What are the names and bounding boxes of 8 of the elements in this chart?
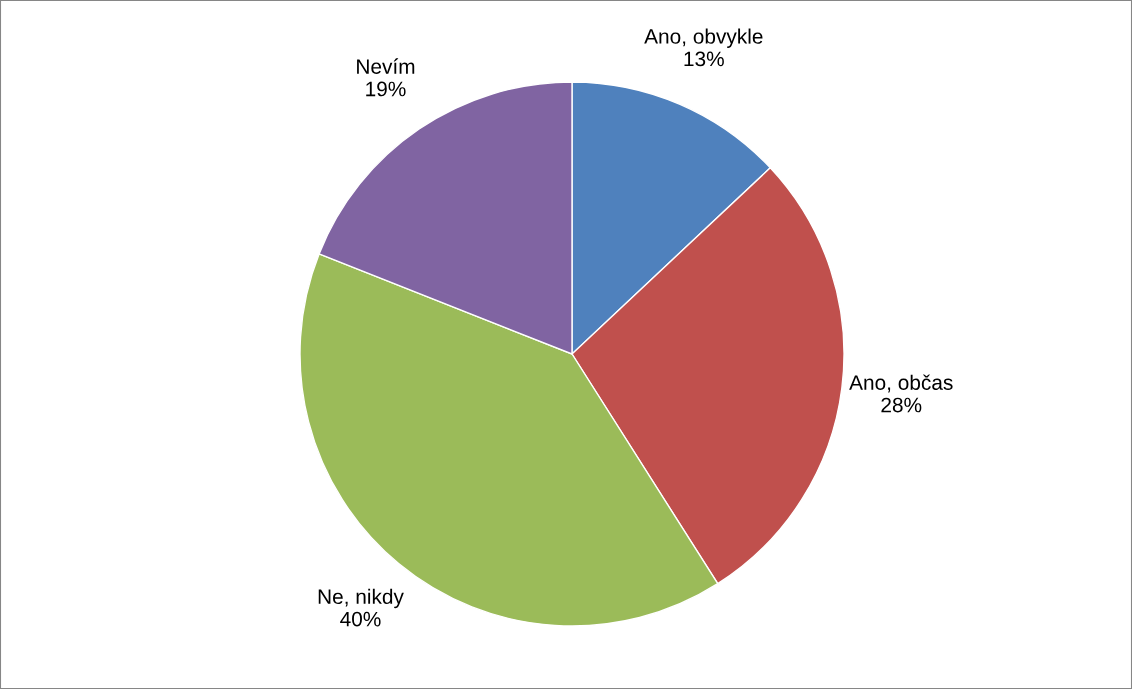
slice-label: Ne, nikdy [318,588,404,609]
data-label: 13% [684,51,724,67]
data-label: 40% [340,611,381,627]
slice-label: Ano, obvykle [644,28,763,48]
data-label: 28% [881,397,922,413]
slice-label: Nevím [357,58,415,74]
data-label: 19% [366,81,406,97]
slice-label: Ano, občas [849,374,953,393]
